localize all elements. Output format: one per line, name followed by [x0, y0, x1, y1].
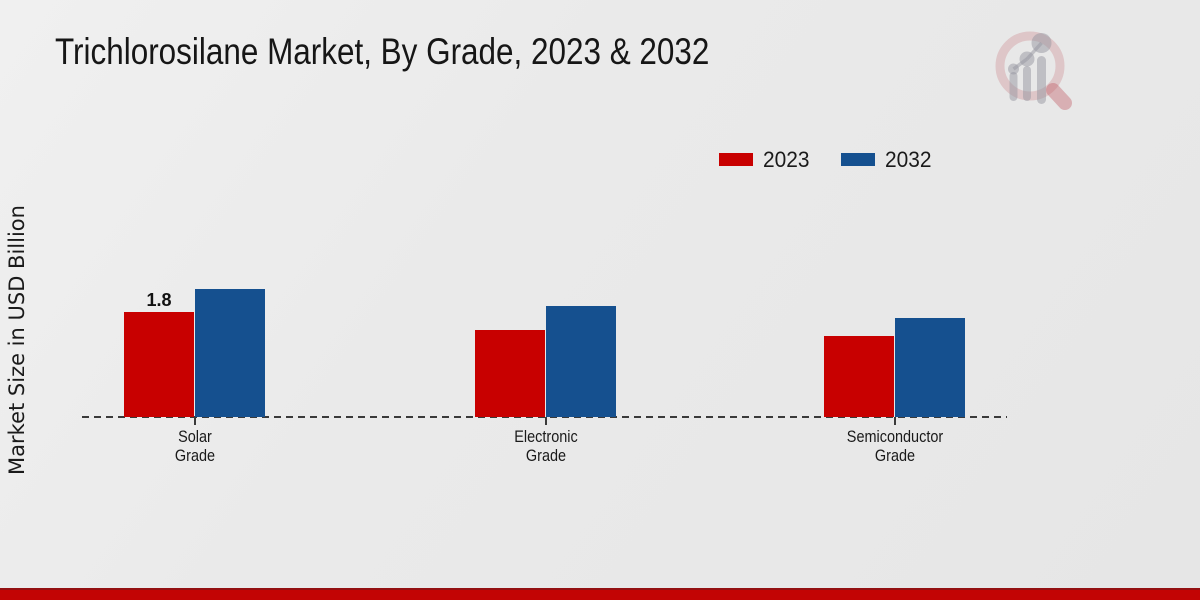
axis-tick: [194, 417, 196, 425]
bar-2023-semiconductor-grade: [824, 336, 894, 417]
category-label-solar-grade: Solar Grade: [174, 427, 216, 465]
legend-label-2032: 2032: [884, 146, 932, 172]
bar-2023-electronic-grade: [475, 330, 545, 417]
axis-tick: [545, 417, 547, 425]
category-label-electronic-grade: Electronic Grade: [514, 427, 578, 465]
legend-swatch-2023: [719, 153, 753, 166]
magnifier-growth-chart-icon: [995, 31, 1072, 110]
legend-label-2023: 2023: [763, 146, 810, 172]
x-axis-baseline: [82, 416, 1007, 418]
bar-2032-solar-grade: [195, 289, 265, 417]
bar-value-label: 1.8: [146, 290, 172, 310]
bar-2032-electronic-grade: [546, 306, 616, 417]
bar-2023-solar-grade: [124, 312, 194, 417]
legend: 2023 2032: [719, 147, 934, 172]
bar-2032-semiconductor-grade: [895, 318, 965, 417]
category-label-semiconductor-grade: Semiconductor Grade: [846, 427, 944, 465]
legend-item-2023: 2023: [719, 147, 812, 173]
legend-item-2032: 2032: [840, 146, 934, 173]
chart-title: Trichlorosilane Market, By Grade, 2023 &…: [55, 31, 710, 72]
legend-swatch-2032: [840, 153, 875, 166]
y-axis-label: Market Size in USD Billion: [5, 205, 29, 475]
footer-stripe: [0, 588, 1200, 600]
axis-tick: [894, 417, 896, 425]
